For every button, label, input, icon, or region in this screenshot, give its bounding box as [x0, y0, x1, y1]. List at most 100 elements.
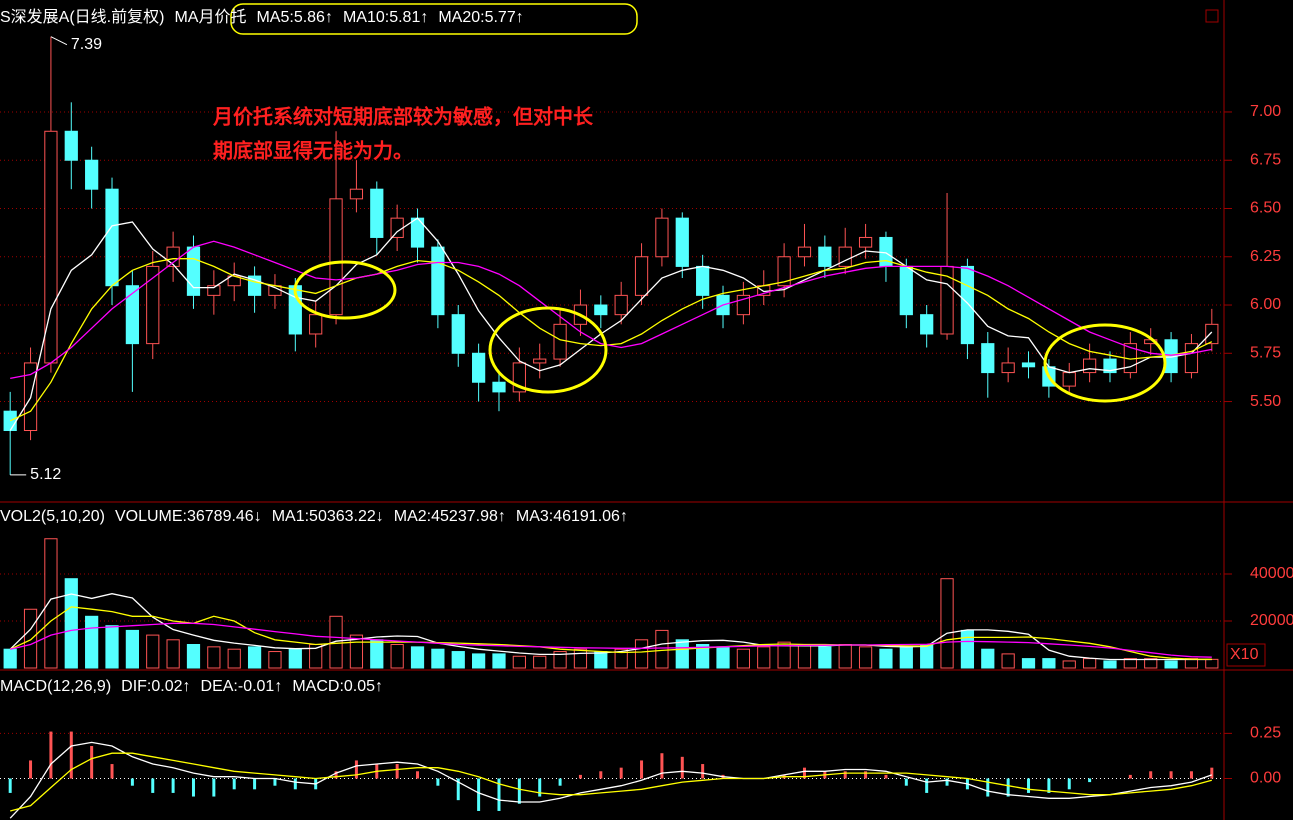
volume-bar	[736, 648, 750, 669]
ma-line	[9, 258, 1213, 422]
candle-body	[390, 217, 404, 238]
candle-body	[553, 323, 567, 360]
volume-bar	[1001, 653, 1015, 669]
annotation: 期底部显得无能为力。	[213, 139, 413, 163]
volume-bar	[472, 653, 486, 669]
volume-bar	[696, 643, 710, 669]
candle-body	[696, 265, 710, 296]
volume-bar	[981, 648, 995, 669]
candle-body	[818, 246, 832, 267]
y-tick-label: 5.75	[1250, 345, 1281, 362]
volume-bar	[410, 646, 425, 669]
volume-bar	[655, 629, 669, 669]
volume-bar	[1042, 658, 1056, 669]
volume-bar	[125, 629, 139, 669]
volume-bar	[940, 578, 954, 669]
volume-bar	[716, 646, 730, 669]
candle-body	[329, 198, 343, 316]
candle-body	[349, 188, 364, 200]
volume-bar	[349, 634, 364, 669]
ma-line	[9, 741, 1213, 819]
y-tick-label: 6.00	[1250, 296, 1281, 313]
ma-line	[10, 622, 1212, 658]
high-label: 7.39	[71, 36, 102, 53]
volume-bar	[186, 643, 201, 669]
candle-body	[166, 246, 180, 267]
candle-body	[1083, 358, 1097, 374]
volume-bar	[23, 608, 38, 669]
legend-entry: MA月价托	[174, 8, 246, 26]
y-tick-label: 0.25	[1250, 725, 1281, 742]
candle-body	[634, 256, 649, 296]
volume-bar	[1103, 660, 1117, 669]
volume-bar	[166, 639, 180, 669]
candle-body	[1062, 372, 1076, 387]
volume-bar	[818, 646, 832, 669]
candle-body	[472, 352, 486, 383]
legend-highlight	[230, 3, 638, 35]
legend-entry: MA2:45237.98↑	[394, 508, 506, 525]
volume-bar	[1083, 658, 1097, 669]
ma-line	[10, 240, 1212, 380]
volume-bar	[390, 643, 404, 669]
legend-entry: VOLUME:36789.46↓	[115, 508, 262, 525]
candle-body	[1205, 323, 1219, 345]
legend-entry: MA10:5.81↑	[343, 9, 428, 26]
volume-bar	[879, 648, 893, 669]
candle-body	[777, 256, 791, 287]
y-tick-label: 6.50	[1250, 200, 1281, 217]
volume-bar	[777, 641, 791, 669]
legend-entry: VOL2(5,10,20)	[0, 508, 105, 525]
volume-bar	[64, 578, 78, 669]
legend-entry: MA5:5.86↑	[256, 9, 332, 26]
candle-body	[431, 246, 445, 316]
volume-bar	[573, 648, 588, 669]
volume-bar	[634, 639, 649, 669]
candle-body	[370, 188, 384, 238]
ma-line	[9, 217, 1213, 431]
volume-bar	[329, 615, 343, 669]
candle-body	[1021, 362, 1036, 368]
volume-bar	[227, 648, 241, 669]
volume-bar	[44, 538, 58, 669]
y-tick-label: 6.25	[1250, 248, 1281, 265]
volume-bar	[594, 651, 608, 669]
y-tick-label: 5.50	[1250, 393, 1281, 410]
candle-body	[1001, 362, 1015, 374]
unit-box	[1226, 643, 1266, 667]
volume-bar	[247, 646, 262, 669]
candle-body	[146, 265, 160, 345]
annotation: 月价托系统对短期底部较为敏感，但对中长	[212, 105, 594, 129]
candle-body	[533, 358, 547, 364]
volume-bar	[268, 651, 282, 669]
candle-body	[85, 159, 99, 190]
plot-area: 5.50 5.75 6.00 6.25 6.50 6.75 7.00 7.39 5.12 S深发展…	[0, 8, 1293, 819]
volume-bar	[757, 646, 771, 669]
unit-label: X10	[1230, 646, 1259, 663]
low-label: 5.12	[30, 466, 61, 483]
volume-bar	[1144, 658, 1158, 669]
volume-bar	[3, 648, 17, 669]
highlight-ellipse	[293, 260, 397, 320]
volume-bar	[838, 643, 852, 669]
ma-line	[10, 752, 1212, 812]
volume-bar	[899, 646, 913, 669]
candle-body	[675, 217, 689, 267]
volume-bar	[512, 655, 526, 669]
volume-bar	[858, 646, 873, 669]
volume-bar	[370, 639, 384, 669]
candle-body	[207, 285, 221, 296]
legend-entry: MA1:50363.22↓	[272, 508, 384, 525]
candle-body	[492, 381, 506, 393]
volume-bar	[1123, 658, 1137, 669]
y-tick-label: 7.00	[1250, 103, 1281, 120]
window-icon[interactable]	[1205, 9, 1219, 23]
candle-body	[309, 314, 323, 335]
candle-body	[920, 314, 934, 335]
y-tick-label: 6.75	[1250, 151, 1281, 168]
candle-body	[797, 246, 812, 258]
legend-entry: MA20:5.77↑	[438, 9, 523, 26]
legend-entry: MACD:0.05↑	[292, 678, 383, 695]
